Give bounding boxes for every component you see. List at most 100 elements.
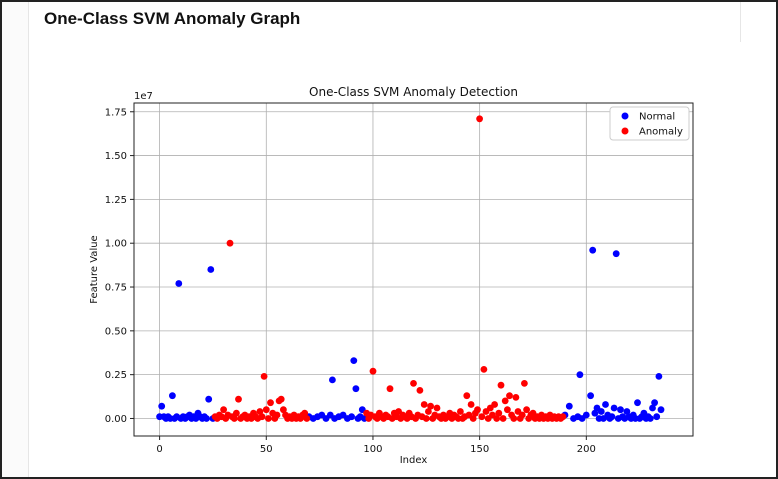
normal-point <box>602 401 609 408</box>
anomaly-point <box>497 381 505 389</box>
left-gutter <box>2 2 29 477</box>
y-tick-label: 0.75 <box>105 283 127 294</box>
anomaly-point <box>235 395 242 403</box>
normal-point <box>623 408 631 415</box>
normal-point <box>207 266 215 273</box>
anomaly-point <box>420 401 428 408</box>
anomaly-point <box>265 415 272 422</box>
anomaly-point <box>277 395 285 403</box>
anomaly-point <box>504 406 511 414</box>
anomaly-point <box>469 415 477 422</box>
y-axis-label: Feature Value <box>89 235 100 303</box>
grid-lines <box>134 103 693 436</box>
normal-point <box>348 413 355 421</box>
normal-point <box>649 404 656 412</box>
plot-area-border <box>133 102 694 437</box>
anomaly-point <box>491 401 498 408</box>
page-heading: One-Class SVM Anomaly Graph <box>44 9 301 28</box>
normal-point <box>352 385 360 393</box>
x-tick-label: 100 <box>363 444 382 455</box>
anomaly-point <box>501 397 509 405</box>
normal-point <box>169 392 176 400</box>
anomaly-point <box>369 367 377 375</box>
normal-point <box>350 357 358 364</box>
anomaly-point <box>256 408 264 415</box>
normal-point <box>582 411 590 419</box>
normal-point <box>587 392 594 400</box>
normal-point <box>175 280 183 287</box>
x-tick-label: 50 <box>260 444 273 455</box>
anomaly-point <box>425 408 432 415</box>
normal-point <box>203 415 210 422</box>
normal-point <box>158 402 166 410</box>
anomaly-point <box>273 411 281 419</box>
y-tick-label: 1.50 <box>105 151 127 162</box>
normal-point <box>608 413 616 421</box>
anomaly-point <box>416 387 424 394</box>
x-tick-label: 150 <box>470 444 489 455</box>
normal-point <box>610 404 618 412</box>
chart-title: One-Class SVM Anomaly Detection <box>309 85 518 99</box>
y-tick-label: 0.50 <box>105 326 127 337</box>
y-tick-label: 0.00 <box>105 414 127 425</box>
anomaly-point <box>422 415 430 422</box>
anomaly-point <box>220 406 228 414</box>
anomaly-point <box>226 239 234 247</box>
anomaly-point <box>510 415 518 422</box>
anomaly-point <box>301 409 309 417</box>
y-offset-label: 1e7 <box>134 91 153 102</box>
normal-point <box>597 408 605 415</box>
anomaly-point <box>523 406 530 414</box>
normal-point <box>591 409 599 417</box>
anomaly-point <box>559 413 567 421</box>
data-points <box>156 115 665 422</box>
anomaly-point <box>258 413 266 421</box>
y-tick-label: 0.25 <box>105 370 127 381</box>
normal-point <box>589 246 597 254</box>
anomaly-point <box>476 115 483 123</box>
anomaly-point <box>280 406 287 414</box>
normal-point <box>205 395 213 403</box>
axis-ticks: 0 50 100 150 200 0.00 0.25 0.50 0.75 1.00 1.25 1.50… <box>105 107 596 455</box>
anomaly-point <box>433 404 441 412</box>
anomaly-point <box>495 409 503 417</box>
anomaly-point <box>493 415 501 422</box>
y-tick-label: 1.75 <box>105 107 127 118</box>
anomaly-point <box>267 399 274 407</box>
anomaly-point <box>506 392 513 400</box>
legend: Normal Anomaly <box>609 106 690 141</box>
normal-point <box>657 406 665 414</box>
normal-point <box>653 413 661 421</box>
x-axis-label: Index <box>400 455 428 466</box>
anomaly-point <box>467 401 475 408</box>
normal-point <box>612 250 620 258</box>
legend-normal-marker <box>621 112 629 120</box>
normal-point <box>576 371 584 379</box>
normal-point <box>565 402 573 410</box>
legend-anomaly-marker <box>621 127 629 135</box>
legend-anomaly-label: Anomaly <box>639 127 683 138</box>
anomaly-point <box>457 408 464 415</box>
x-tick-label: 200 <box>577 444 596 455</box>
anomaly-point <box>480 366 488 373</box>
anomaly-point <box>478 413 486 421</box>
anomaly-point <box>262 406 270 414</box>
legend-box <box>609 106 690 141</box>
anomaly-point <box>303 415 311 422</box>
normal-point <box>651 399 658 407</box>
x-tick-label: 0 <box>156 444 162 455</box>
anomaly-point <box>386 385 394 393</box>
anomaly-point <box>499 415 507 422</box>
anomaly-point <box>230 415 238 422</box>
normal-point <box>329 376 336 384</box>
normal-point <box>634 399 641 407</box>
anomaly-point <box>474 406 481 414</box>
y-tick-label: 1.00 <box>105 239 127 250</box>
anomaly-point <box>260 373 268 380</box>
anomaly-point <box>233 409 240 417</box>
anomaly-point <box>512 394 520 401</box>
normal-point <box>655 373 663 380</box>
anomaly-point <box>427 402 434 410</box>
